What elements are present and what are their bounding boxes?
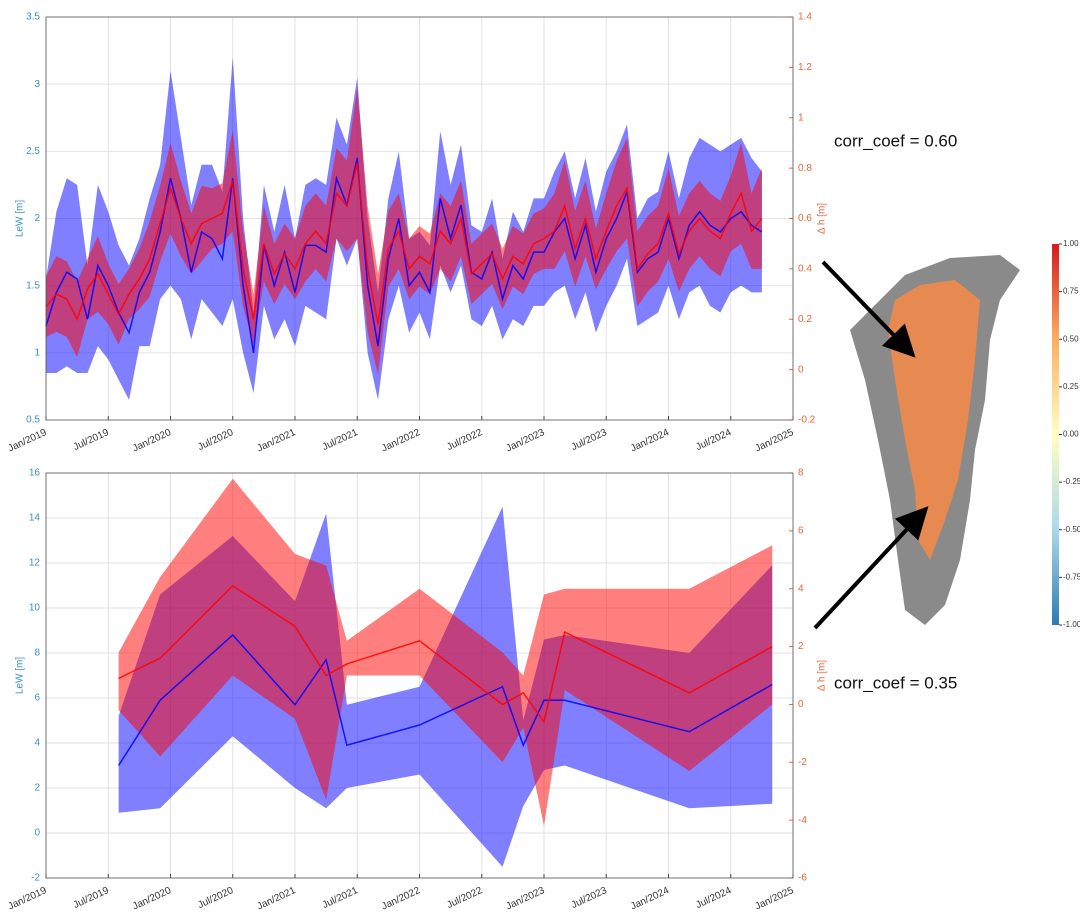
- y2-tick-label: 0: [798, 364, 804, 375]
- colorbar-tick-label: -1.00: [1063, 620, 1080, 629]
- y-tick-label: 2: [34, 783, 40, 794]
- uncertainty-band: [46, 88, 762, 375]
- y-tick-label: 0.5: [26, 415, 40, 426]
- y-tick-label: 3.5: [26, 12, 40, 23]
- x-tick-label: Jul/2024: [694, 427, 733, 453]
- x-tick-label: Jan/2023: [504, 427, 546, 455]
- x-tick-label: Jul/2021: [321, 427, 360, 453]
- y2-tick-label: 4: [798, 583, 804, 594]
- x-tick-label: Jan/2021: [255, 885, 297, 913]
- y2-tick-label: 0: [798, 699, 804, 710]
- y2-tick-label: 2: [798, 641, 804, 652]
- x-tick-label: Jan/2023: [504, 885, 546, 913]
- y2-tick-label: 1.2: [798, 62, 812, 73]
- y2-tick-label: 0.2: [798, 314, 812, 325]
- y-tick-label: 10: [29, 603, 41, 614]
- x-tick-label: Jul/2022: [445, 885, 484, 911]
- y-tick-label: 1.5: [26, 280, 40, 291]
- x-tick-label: Jan/2025: [753, 885, 795, 913]
- figure: corr_coef = 0.60 corr_coef = 0.35 Jan/20…: [0, 0, 1080, 913]
- y-axis-label: LeW [m]: [15, 657, 26, 694]
- y-tick-label: 16: [29, 468, 41, 479]
- y-tick-label: 14: [29, 513, 41, 524]
- x-tick-label: Jan/2025: [753, 427, 795, 455]
- colorbar-tick-label: 0.00: [1063, 430, 1079, 439]
- y-tick-label: 0: [34, 828, 40, 839]
- greenland-map: [850, 255, 1020, 625]
- colorbar-tick-label: -0.50: [1063, 525, 1080, 534]
- y2-tick-label: -6: [798, 873, 807, 884]
- colorbar-tick-label: -0.25: [1063, 477, 1080, 486]
- y2-axis-label: Δ h [m]: [817, 660, 828, 691]
- x-tick-label: Jan/2020: [131, 427, 173, 455]
- colorbar-tick-label: 0.50: [1063, 334, 1079, 343]
- y2-tick-label: -0.2: [798, 415, 816, 426]
- y2-tick-label: 1: [798, 112, 804, 123]
- y-tick-label: 2: [34, 213, 40, 224]
- x-tick-label: Jan/2019: [6, 427, 48, 455]
- x-tick-label: Jul/2020: [196, 427, 235, 453]
- annotation: corr_coef = 0.60: [834, 131, 957, 150]
- x-tick-label: Jul/2019: [72, 885, 111, 911]
- annotation: corr_coef = 0.35: [834, 673, 957, 692]
- y-tick-label: -2: [31, 873, 40, 884]
- y2-tick-label: 0.8: [798, 163, 812, 174]
- y2-tick-label: 1.4: [798, 12, 812, 23]
- x-tick-label: Jan/2019: [6, 885, 48, 913]
- colorbar-tick-label: -0.75: [1063, 572, 1080, 581]
- y-tick-label: 12: [29, 558, 41, 569]
- y2-tick-label: 0.4: [798, 264, 812, 275]
- colorbar-tick-label: 0.75: [1063, 287, 1079, 296]
- x-tick-label: Jul/2022: [445, 427, 484, 453]
- x-tick-label: Jan/2022: [380, 885, 422, 913]
- y-tick-label: 4: [34, 738, 40, 749]
- y2-axis-label: Δ h [m]: [817, 203, 828, 234]
- x-tick-label: Jan/2022: [380, 427, 422, 455]
- y-tick-label: 3: [34, 79, 40, 90]
- y2-tick-label: -2: [798, 757, 807, 768]
- x-tick-label: Jan/2021: [255, 427, 297, 455]
- x-tick-label: Jan/2024: [629, 885, 671, 913]
- y2-tick-label: 0.6: [798, 213, 812, 224]
- x-tick-label: Jul/2024: [694, 885, 733, 911]
- y-tick-label: 8: [34, 648, 40, 659]
- colorbar-tick-label: 0.25: [1063, 382, 1079, 391]
- page: corr_coef = 0.60 corr_coef = 0.35 Jan/20…: [0, 0, 1080, 913]
- y-tick-label: 6: [34, 693, 40, 704]
- x-tick-label: Jul/2023: [570, 885, 609, 911]
- x-tick-label: Jul/2021: [321, 885, 360, 911]
- y-tick-label: 1: [34, 347, 40, 358]
- colorbar-tick-label: 1.00: [1063, 239, 1079, 248]
- y2-tick-label: 6: [798, 525, 804, 536]
- x-tick-label: Jan/2024: [629, 427, 671, 455]
- x-tick-label: Jan/2020: [131, 885, 173, 913]
- colorbar: [1052, 244, 1059, 625]
- y-axis-label: LeW [m]: [15, 200, 26, 237]
- y-tick-label: 2.5: [26, 146, 40, 157]
- y2-tick-label: -4: [798, 815, 807, 826]
- x-tick-label: Jul/2020: [196, 885, 235, 911]
- y2-tick-label: 8: [798, 468, 804, 479]
- x-tick-label: Jul/2019: [72, 427, 111, 453]
- x-tick-label: Jul/2023: [570, 427, 609, 453]
